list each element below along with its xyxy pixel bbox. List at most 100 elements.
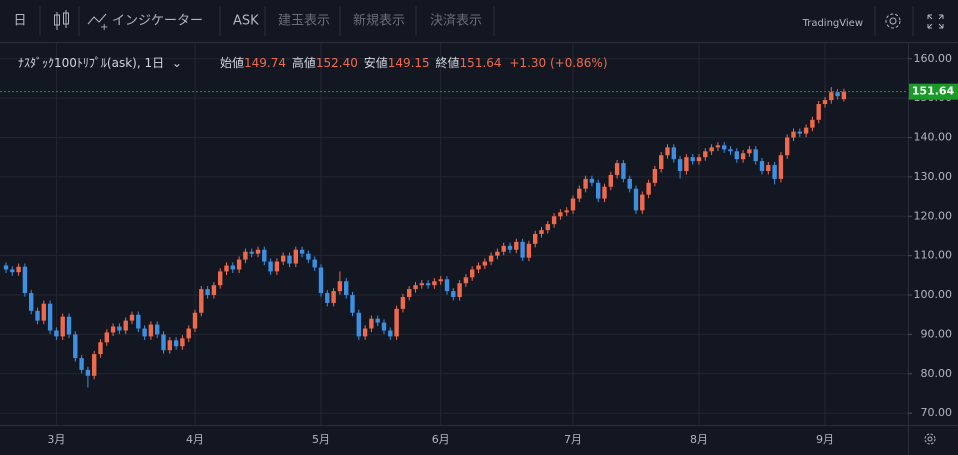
candle-body xyxy=(822,100,828,105)
candle-body xyxy=(533,234,538,244)
candle-body xyxy=(161,334,166,351)
candle-body xyxy=(375,318,380,323)
candle-body xyxy=(816,104,821,120)
candle-body xyxy=(803,127,809,134)
x-tick-label: 5月 xyxy=(312,433,330,446)
axes: 70.00 80.00 90.00 100.00 110.00 120.00 130.00 1… xyxy=(47,52,958,446)
candle-body xyxy=(690,157,695,162)
candle-body xyxy=(205,289,210,296)
candle-body xyxy=(545,224,550,231)
candle-body xyxy=(444,279,450,292)
candle-body xyxy=(299,249,305,254)
candle-body xyxy=(167,340,172,351)
candle-body xyxy=(66,316,72,335)
candle-body xyxy=(388,330,393,337)
candle-body xyxy=(148,324,154,337)
positions-button[interactable]: 建玉表示 xyxy=(278,14,330,29)
candle-body xyxy=(117,326,122,331)
candle-body xyxy=(715,145,721,148)
ask-button[interactable]: ASK xyxy=(233,14,259,29)
x-tick-label: 6月 xyxy=(432,433,450,446)
candle-body xyxy=(192,312,198,329)
candle-body xyxy=(350,295,355,313)
candle-body xyxy=(633,188,639,211)
axis-settings-icon[interactable] xyxy=(924,433,936,445)
interval-button[interactable]: 日 xyxy=(13,14,26,29)
candle-body xyxy=(438,279,443,282)
candle-body xyxy=(47,303,53,331)
candle-body xyxy=(318,267,324,294)
ohlc-header: 始値149.74 高値152.40 安値149.15 終値151.64 +1.3… xyxy=(220,55,608,70)
candle-body xyxy=(759,161,765,171)
candle-body xyxy=(652,169,658,183)
candle-body xyxy=(470,269,475,278)
candle-body xyxy=(400,297,406,309)
candle-body xyxy=(236,259,242,270)
candle-body xyxy=(287,255,292,264)
candle-body xyxy=(230,265,235,270)
candle-body xyxy=(703,151,708,158)
candle-body xyxy=(677,159,683,171)
candle-body xyxy=(551,216,557,225)
x-tick-label: 3月 xyxy=(47,433,65,446)
candle-body xyxy=(381,322,387,331)
x-tick-label: 4月 xyxy=(186,433,204,446)
candle-body xyxy=(35,310,40,321)
candle-body xyxy=(810,119,815,128)
candle-body xyxy=(772,165,777,179)
candle-body xyxy=(3,265,9,270)
candle-body xyxy=(73,334,78,359)
candle-body xyxy=(268,261,273,272)
candle-body xyxy=(797,131,802,134)
candle-type-icon[interactable] xyxy=(54,10,69,30)
candle-body xyxy=(501,245,506,252)
candle-body xyxy=(558,212,563,217)
y-tick-label: 70.00 xyxy=(921,406,953,419)
candle-body xyxy=(218,271,223,286)
candle-body xyxy=(539,230,544,234)
candle-body xyxy=(709,147,714,152)
candle-body xyxy=(495,251,500,256)
settings-icon[interactable] xyxy=(885,13,901,29)
candle-body xyxy=(79,358,84,370)
candle-body xyxy=(136,314,141,329)
y-tick-label: 130.00 xyxy=(914,170,953,183)
candle-body xyxy=(337,281,343,292)
fullscreen-icon[interactable] xyxy=(927,14,944,29)
candle-body xyxy=(29,293,34,311)
candle-body xyxy=(129,314,135,321)
settlements-button[interactable]: 決済表示 xyxy=(430,13,482,29)
grid xyxy=(0,43,908,425)
candle-body xyxy=(722,145,727,150)
toolbar: 日 + インジケーター ASK 建玉表示 新規表示 決済表示 TradingVi… xyxy=(13,6,944,36)
indicator-icon[interactable] xyxy=(87,13,107,25)
candle-body xyxy=(306,253,311,260)
indicators-button[interactable]: インジケーター xyxy=(112,14,203,29)
candle-body xyxy=(564,210,569,213)
dropdown[interactable]: ⌄ xyxy=(172,56,182,70)
candle-body xyxy=(394,308,399,337)
candle-body xyxy=(262,249,267,262)
candle-body xyxy=(362,328,368,337)
candle-body xyxy=(640,194,645,211)
candle-body xyxy=(728,149,733,152)
candle-body xyxy=(369,318,374,329)
candle-body xyxy=(520,241,525,258)
y-tick-label: 80.00 xyxy=(921,367,953,380)
open-value: 149.74 xyxy=(244,56,286,70)
low-value: 149.15 xyxy=(388,56,430,70)
candle-body xyxy=(659,155,664,170)
legend: ﾅｽﾀﾞｯｸ100ﾄﾘﾌﾟﾙ(ask), 1日 ⌄ xyxy=(18,56,182,70)
high-name: 高値 xyxy=(292,55,316,70)
candle-body xyxy=(92,354,97,376)
new-orders-button[interactable]: 新規表示 xyxy=(353,13,405,29)
candle-body xyxy=(570,198,576,211)
candle-body xyxy=(110,326,116,333)
candle-body xyxy=(747,149,752,154)
x-tick-label: 7月 xyxy=(564,433,582,446)
candle-body xyxy=(123,320,128,331)
candle-body xyxy=(312,259,317,268)
candle-body xyxy=(10,269,15,273)
